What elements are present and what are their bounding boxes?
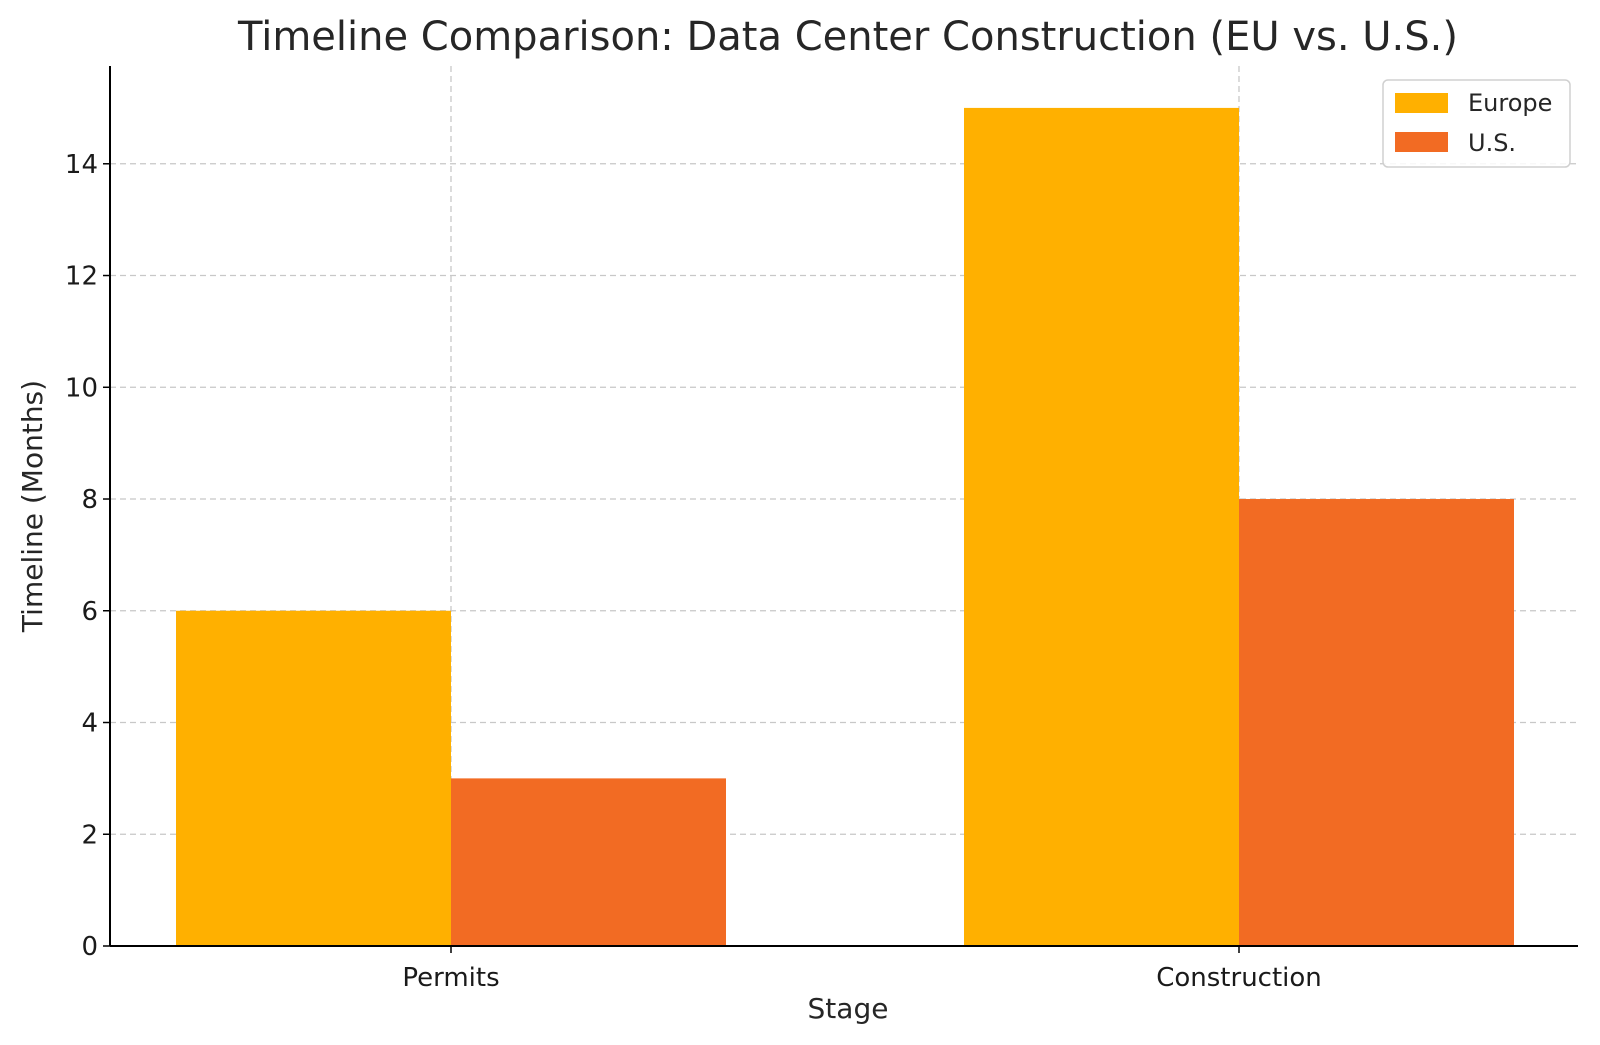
x-ticks: Permits Construction xyxy=(402,946,1322,993)
y-tick-label: 8 xyxy=(81,485,98,515)
chart-title: Timeline Comparison: Data Center Constru… xyxy=(237,14,1458,60)
bars xyxy=(176,107,1514,946)
legend-swatch-us xyxy=(1395,132,1448,152)
legend-label-us: U.S. xyxy=(1468,129,1516,157)
y-tick-label: 12 xyxy=(65,262,98,292)
bar-europe-permits xyxy=(176,610,451,946)
bar-u-s-construction xyxy=(1239,499,1514,946)
y-axis-label: Timeline (Months) xyxy=(16,380,49,633)
y-tick-label: 6 xyxy=(81,597,98,627)
legend: Europe U.S. xyxy=(1382,79,1571,168)
y-tick-label: 10 xyxy=(65,373,98,403)
y-tick-label: 0 xyxy=(81,932,98,962)
y-tick-label: 4 xyxy=(81,709,98,739)
bar-u-s-permits xyxy=(451,778,726,946)
bar-europe-construction xyxy=(964,107,1239,946)
x-tick-label: Permits xyxy=(402,963,499,993)
y-tick-label: 14 xyxy=(65,150,98,180)
y-tick-label: 2 xyxy=(81,820,98,850)
y-ticks: 0 2 4 6 8 10 12 14 xyxy=(65,150,110,962)
x-axis-label: Stage xyxy=(808,992,889,1025)
x-tick-label: Construction xyxy=(1156,963,1322,993)
legend-swatch-europe xyxy=(1395,93,1448,113)
legend-label-europe: Europe xyxy=(1468,89,1552,117)
axes xyxy=(109,66,1578,947)
